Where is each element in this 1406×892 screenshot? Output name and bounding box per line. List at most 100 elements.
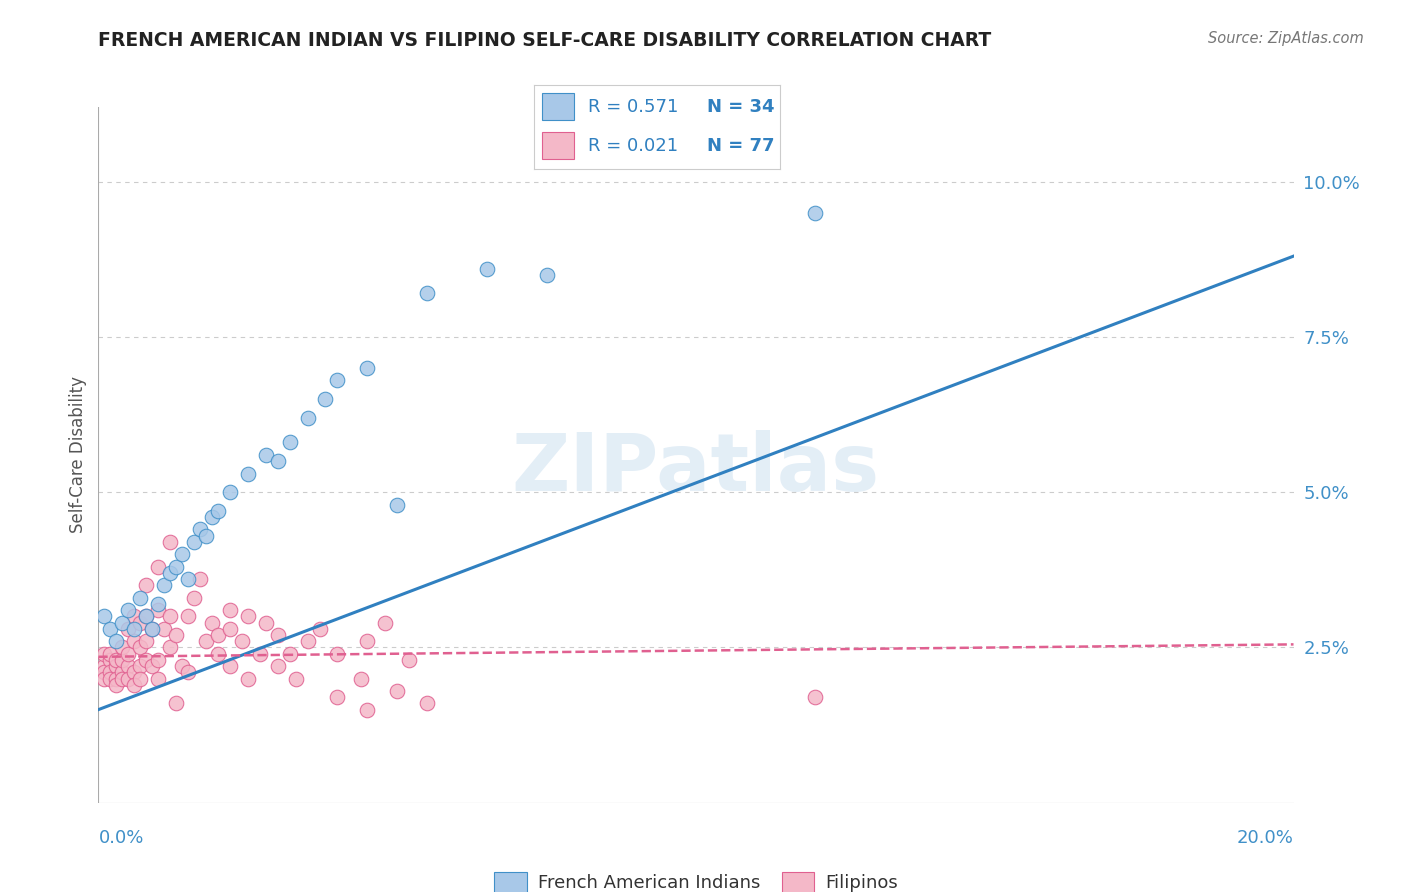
Point (207, 504, 229, 518)
Point (111, 653, 134, 667)
Text: Source: ZipAtlas.com: Source: ZipAtlas.com (1208, 31, 1364, 46)
Point (254, 448, 277, 462)
Point (177, 572, 200, 586)
Point (100, 672, 122, 686)
Point (159, 566, 181, 580)
Point (135, 609, 157, 624)
Point (124, 634, 146, 648)
Point (93, 647, 115, 661)
Text: N = 77: N = 77 (706, 136, 775, 154)
Point (219, 659, 242, 673)
Point (278, 435, 301, 450)
Point (249, 647, 271, 661)
Point (219, 603, 242, 617)
Point (124, 678, 146, 692)
Legend: French American Indians, Filipinos: French American Indians, Filipinos (485, 863, 907, 892)
Point (129, 672, 152, 686)
Point (219, 622, 242, 636)
Point (135, 634, 157, 648)
Point (536, 268, 558, 282)
Point (231, 634, 253, 648)
Point (105, 634, 128, 648)
Text: 20.0%: 20.0% (1237, 829, 1294, 847)
Point (159, 534, 181, 549)
Point (135, 609, 157, 624)
Point (135, 578, 157, 592)
Point (111, 672, 134, 686)
Point (297, 410, 319, 425)
Point (236, 467, 259, 481)
Point (148, 653, 170, 667)
Point (254, 615, 277, 630)
Point (207, 628, 229, 642)
Point (100, 647, 122, 661)
Point (93, 665, 115, 680)
Point (236, 609, 259, 624)
Point (117, 647, 139, 661)
Point (124, 665, 146, 680)
Point (326, 373, 349, 387)
Point (195, 529, 218, 543)
Point (153, 578, 176, 592)
Point (141, 622, 163, 636)
Point (159, 640, 181, 655)
Point (315, 392, 337, 406)
Point (129, 615, 152, 630)
Point (475, 261, 498, 276)
Point (153, 622, 176, 636)
Point (267, 454, 290, 468)
Point (117, 603, 139, 617)
Point (356, 703, 378, 717)
Point (148, 559, 170, 574)
Point (267, 628, 290, 642)
Point (129, 591, 152, 605)
Point (207, 647, 229, 661)
Point (148, 597, 170, 611)
Point (804, 690, 827, 705)
Point (284, 672, 307, 686)
Point (124, 622, 146, 636)
Point (165, 697, 187, 711)
Point (374, 615, 396, 630)
Point (385, 498, 409, 512)
Point (141, 659, 163, 673)
Point (148, 672, 170, 686)
Point (804, 205, 827, 219)
Point (195, 634, 218, 648)
Point (219, 485, 242, 500)
FancyBboxPatch shape (541, 132, 574, 160)
Point (93, 609, 115, 624)
Y-axis label: Self-Care Disability: Self-Care Disability (69, 376, 87, 533)
Point (177, 609, 200, 624)
Point (117, 622, 139, 636)
Text: R = 0.021: R = 0.021 (588, 136, 679, 154)
Point (172, 659, 194, 673)
Point (93, 672, 115, 686)
Point (105, 678, 128, 692)
Point (356, 360, 378, 375)
Point (398, 653, 420, 667)
Point (148, 603, 170, 617)
Point (350, 672, 373, 686)
Point (416, 286, 439, 301)
Point (326, 690, 349, 705)
Point (105, 653, 128, 667)
Point (201, 615, 224, 630)
Point (356, 634, 378, 648)
Point (188, 523, 211, 537)
Point (100, 665, 122, 680)
Point (105, 672, 128, 686)
Point (165, 559, 187, 574)
Point (326, 647, 349, 661)
Point (129, 659, 152, 673)
Point (183, 534, 205, 549)
Text: FRENCH AMERICAN INDIAN VS FILIPINO SELF-CARE DISABILITY CORRELATION CHART: FRENCH AMERICAN INDIAN VS FILIPINO SELF-… (98, 31, 991, 50)
Point (278, 647, 301, 661)
Text: R = 0.571: R = 0.571 (588, 98, 679, 116)
Point (117, 672, 139, 686)
FancyBboxPatch shape (541, 94, 574, 120)
Point (105, 659, 128, 673)
Point (165, 628, 187, 642)
Point (188, 572, 211, 586)
Point (111, 665, 134, 680)
